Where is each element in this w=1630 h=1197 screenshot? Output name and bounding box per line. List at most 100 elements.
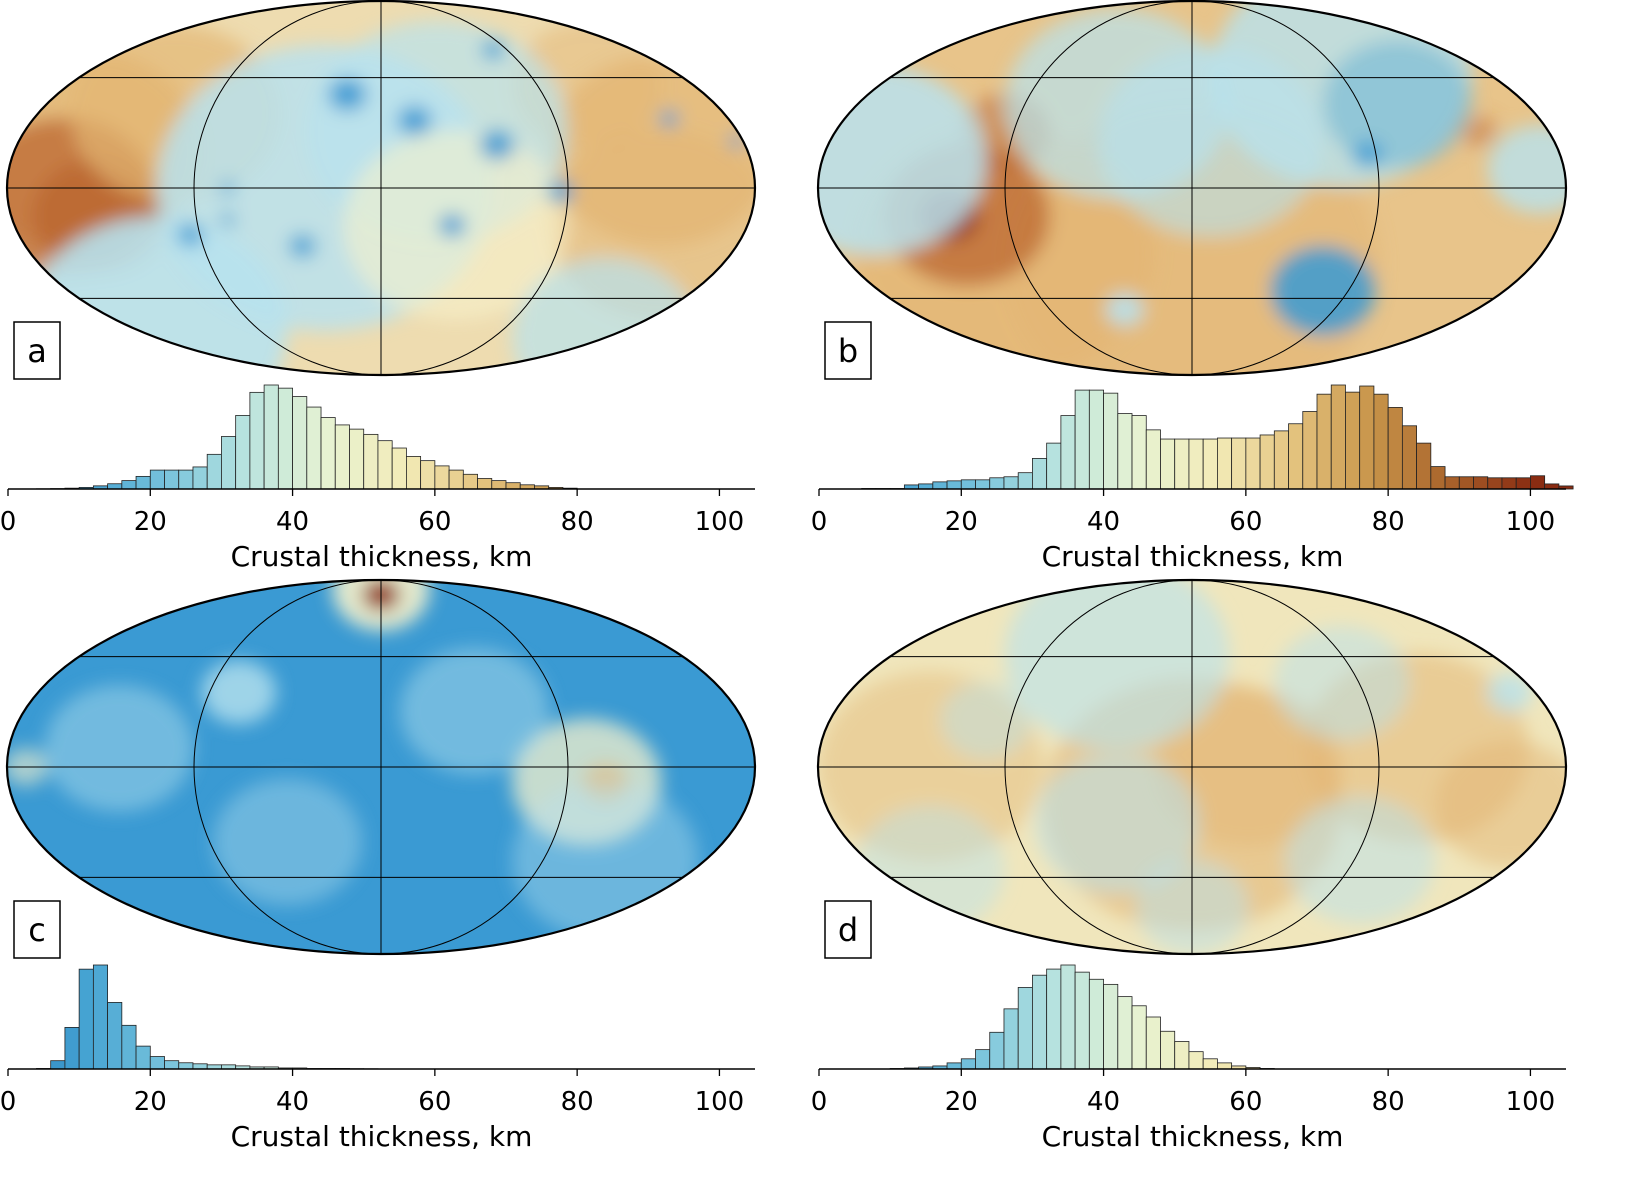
histogram-bar xyxy=(1530,475,1546,490)
histogram-bar xyxy=(164,469,180,490)
map-outline xyxy=(5,578,757,956)
x-tick-label: 0 xyxy=(0,507,16,537)
histogram-bar xyxy=(1174,438,1190,490)
histogram-bar xyxy=(1416,442,1432,490)
histogram-bar xyxy=(1245,437,1261,490)
histogram-bar xyxy=(1017,472,1033,490)
histogram-bar xyxy=(1217,437,1233,490)
histogram-bar xyxy=(1145,429,1161,490)
histogram-bar xyxy=(78,968,94,1070)
histogram-bar xyxy=(1003,1008,1019,1070)
map-outline xyxy=(817,0,1567,377)
histogram-bar xyxy=(960,479,976,490)
x-tick-label: 80 xyxy=(561,507,594,537)
histogram-bar xyxy=(235,415,251,490)
histograms-layer: 0 20 40 60 80 100 Crustal thickness, km 0 20 40 60… xyxy=(0,384,1574,1153)
histogram-bar xyxy=(1487,477,1503,490)
histogram-bar xyxy=(391,447,407,490)
map-feature xyxy=(818,64,987,256)
histogram-bar xyxy=(1387,407,1403,490)
map-feature xyxy=(201,660,277,724)
histogram-b: 0 20 40 60 80 100 Crustal thickness, km xyxy=(811,384,1574,573)
histogram-bar xyxy=(164,1060,180,1070)
histogram-bar xyxy=(107,1002,123,1070)
histogram-bar xyxy=(363,433,379,490)
map-feature xyxy=(212,778,363,906)
histogram-bar xyxy=(1501,477,1517,490)
x-tick-label: 100 xyxy=(695,1087,745,1117)
histogram-bar xyxy=(263,384,279,490)
map-feature xyxy=(728,134,744,148)
histogram-bar xyxy=(1103,392,1119,490)
histogram-bar xyxy=(1131,1005,1147,1070)
map-feature xyxy=(1352,141,1383,168)
histogram-bar xyxy=(277,387,293,490)
histogram-bar xyxy=(149,1056,165,1070)
histogram-bar xyxy=(505,482,521,490)
map-feature xyxy=(438,214,466,237)
panel-label: d xyxy=(838,911,858,949)
map-feature xyxy=(1487,124,1566,214)
histogram-bar xyxy=(1046,968,1062,1070)
map-feature xyxy=(1004,580,1230,751)
x-tick-label: 40 xyxy=(276,1087,309,1117)
histogram-bar xyxy=(64,1027,80,1070)
histogram-a: 0 20 40 60 80 100 Crustal thickness, km xyxy=(0,384,755,573)
x-tick-label: 60 xyxy=(1229,507,1262,537)
x-tick-label: 60 xyxy=(418,507,451,537)
graticule xyxy=(7,1,755,375)
histogram-bar xyxy=(1060,964,1076,1070)
histogram-bar xyxy=(349,428,365,490)
panel-label-box xyxy=(13,900,61,959)
histogram-bar xyxy=(1032,458,1048,490)
map-feature xyxy=(1105,293,1144,326)
histogram-bar xyxy=(1202,1058,1218,1070)
map-feature xyxy=(547,180,574,203)
histogram-bar xyxy=(975,479,991,490)
x-axis-label: Crustal thickness, km xyxy=(1042,1120,1344,1153)
map-outline xyxy=(6,0,756,377)
histogram-bar xyxy=(306,406,322,490)
panel-label-box xyxy=(824,900,872,959)
histogram-bar xyxy=(1202,438,1218,490)
histogram-bar xyxy=(491,480,507,490)
map-feature xyxy=(941,682,1032,759)
histogram-bar xyxy=(1302,411,1318,490)
histogram-bar xyxy=(149,469,165,490)
histogram-bar xyxy=(405,456,422,490)
histogram-bar xyxy=(420,460,436,490)
histogram-bar xyxy=(192,1063,208,1070)
x-tick-label: 100 xyxy=(1506,507,1556,537)
map-feature xyxy=(220,213,236,227)
map-feature xyxy=(1285,796,1436,925)
x-axis-label: Crustal thickness, km xyxy=(231,1120,533,1153)
x-tick-label: 40 xyxy=(276,507,309,537)
histogram-bar xyxy=(1359,385,1375,490)
panel-label-box xyxy=(13,321,61,380)
map-feature xyxy=(1034,753,1200,894)
map-feature xyxy=(1435,740,1566,868)
map-feature xyxy=(25,216,288,375)
x-tick-label: 80 xyxy=(1372,1087,1405,1117)
maps-layer: a b c d xyxy=(5,0,1568,959)
histogram-bar xyxy=(1288,423,1304,490)
x-tick-label: 40 xyxy=(1087,1087,1120,1117)
map-panel-b: b xyxy=(817,0,1567,380)
histogram-bar xyxy=(121,480,137,490)
histogram-bar xyxy=(946,480,962,490)
histogram-bar xyxy=(1188,438,1204,490)
x-tick-label: 80 xyxy=(561,1087,594,1117)
histogram-bar xyxy=(221,436,237,490)
histogram-bar xyxy=(1160,438,1176,490)
x-tick-label: 0 xyxy=(811,507,828,537)
panel-label-box xyxy=(824,321,872,380)
histogram-bar xyxy=(1473,476,1489,490)
panel-label: c xyxy=(28,911,46,949)
histogram-bar xyxy=(1117,413,1133,490)
x-axis-label: Crustal thickness, km xyxy=(231,540,533,573)
x-tick-label: 60 xyxy=(418,1087,451,1117)
histogram-bar xyxy=(1003,476,1019,490)
x-tick-label: 60 xyxy=(1229,1087,1262,1117)
map-outline xyxy=(816,578,1568,956)
histogram-bar xyxy=(989,1031,1005,1070)
